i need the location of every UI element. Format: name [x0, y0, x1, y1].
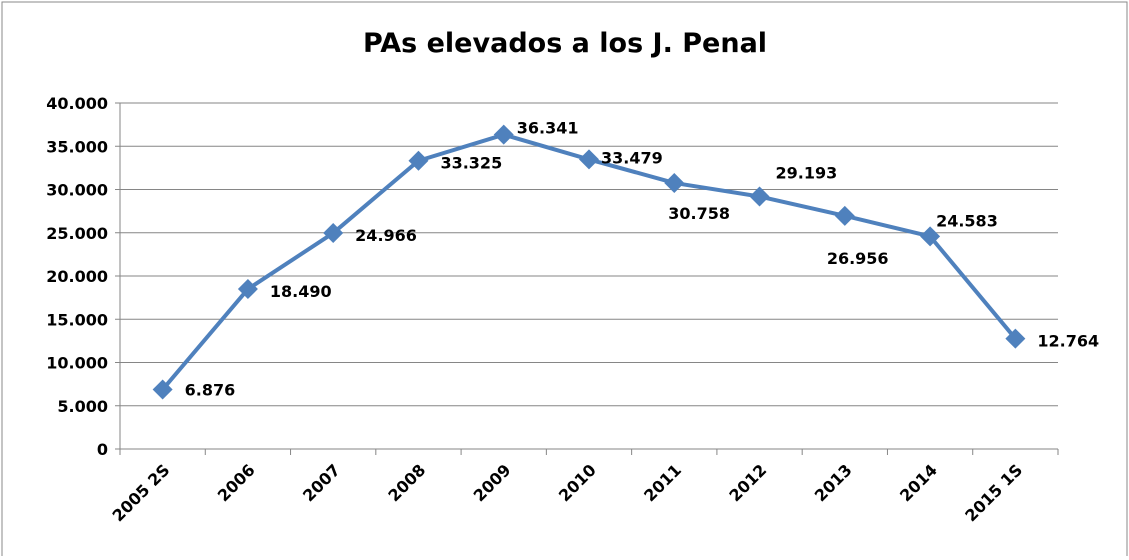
value-label: 18.490: [270, 282, 332, 301]
value-label: 30.758: [668, 204, 730, 223]
value-label: 33.479: [601, 148, 663, 167]
chart-title: PAs elevados a los J. Penal: [363, 28, 767, 59]
y-tick-label: 20.000: [46, 267, 108, 286]
value-label: 33.325: [440, 154, 502, 173]
marker: [323, 223, 344, 244]
marker: [579, 149, 599, 170]
y-tick-label: 35.000: [46, 137, 108, 156]
value-label: 24.583: [936, 211, 998, 230]
value-label: 6.876: [185, 381, 236, 400]
marker: [408, 150, 429, 171]
value-label: 24.966: [355, 226, 417, 245]
marker: [664, 172, 685, 193]
value-label: 36.341: [517, 119, 579, 138]
value-label: 29.193: [776, 163, 838, 182]
marker: [237, 279, 258, 300]
y-tick-label: 30.000: [46, 181, 108, 200]
marker: [493, 124, 514, 145]
y-tick-label: 40.000: [46, 94, 108, 113]
y-tick-label: 0: [97, 440, 108, 459]
marker: [749, 186, 770, 207]
marker: [834, 205, 855, 226]
marker: [1005, 328, 1026, 349]
y-tick-label: 25.000: [46, 224, 108, 243]
marker: [920, 226, 941, 247]
value-label: 26.956: [827, 249, 889, 268]
value-label: 12.764: [1037, 332, 1099, 351]
marker: [152, 379, 173, 400]
y-tick-label: 5.000: [57, 397, 108, 416]
y-tick-label: 15.000: [46, 310, 108, 329]
y-tick-label: 10.000: [46, 354, 108, 373]
